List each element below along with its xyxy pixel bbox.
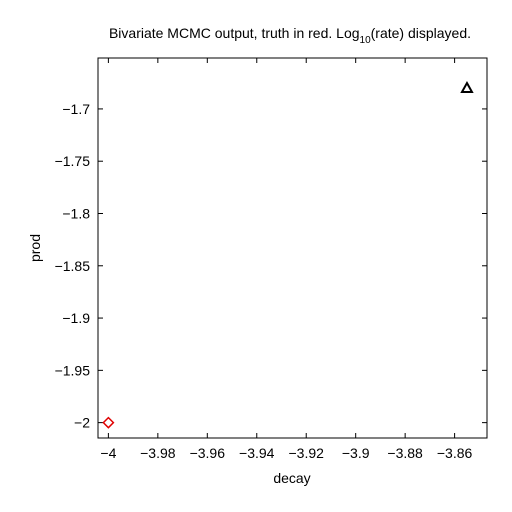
y-axis-title: prod [27, 234, 43, 262]
data-points [102, 80, 474, 429]
triangle-marker-point [460, 80, 474, 94]
y-tick-label: −2 [74, 415, 90, 431]
x-tick-label: −3.88 [387, 445, 423, 461]
y-tick-label: −1.75 [55, 153, 91, 169]
x-tick-label: −4 [100, 445, 116, 461]
y-axis: −2 −1.95 −1.9 −1.85 −1.8 −1.75 −1.7 [55, 101, 487, 431]
chart-title-end: (rate) displayed. [371, 25, 471, 41]
x-tick-label: −3.86 [437, 445, 473, 461]
x-tick-label: −3.92 [289, 445, 325, 461]
y-tick-label: −1.95 [55, 362, 91, 378]
y-tick-label: −1.7 [62, 101, 90, 117]
chart-title: Bivariate MCMC output, truth in red. Log… [109, 25, 471, 46]
chart-title-subscript: 10 [360, 35, 372, 46]
x-tick-label: −3.94 [239, 445, 275, 461]
plot-frame [97, 57, 488, 439]
y-tick-label: −1.8 [62, 205, 90, 221]
y-tick-label: −1.85 [55, 258, 91, 274]
x-tick-label: −3.96 [190, 445, 226, 461]
x-axis: −4 −3.98 −3.96 −3.94 −3.92 −3.9 −3.88 −3.86 [100, 58, 473, 461]
chart-title-main: Bivariate MCMC output, truth in red. Log [109, 25, 360, 41]
x-tick-label: −3.98 [140, 445, 176, 461]
y-tick-label: −1.9 [62, 310, 90, 326]
x-tick-label: −3.9 [342, 445, 370, 461]
diamond-marker-point [102, 416, 115, 429]
x-axis-title: decay [273, 470, 310, 486]
